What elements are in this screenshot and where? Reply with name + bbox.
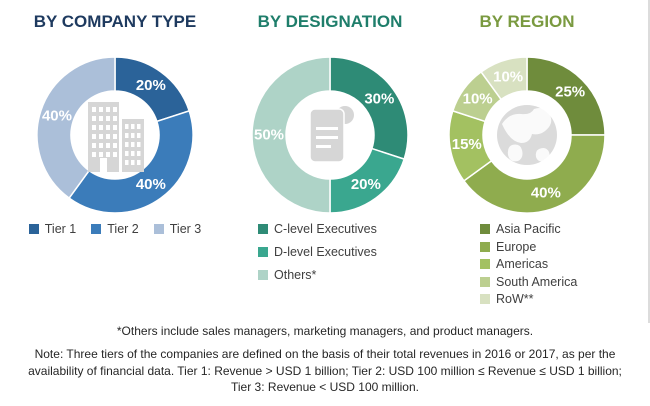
legend-label: RoW** bbox=[496, 292, 534, 306]
donut-company-type: 20% 40% 40% bbox=[36, 56, 194, 214]
legend-designation: C-level Executives D-level Executives Othe… bbox=[230, 222, 430, 291]
legend-item-d-level-executives: D-level Executives bbox=[258, 245, 430, 259]
legend-swatch bbox=[153, 224, 164, 234]
legend-swatch bbox=[480, 259, 490, 269]
building-icon bbox=[88, 102, 144, 172]
segment-percent-label: 10% bbox=[493, 68, 523, 85]
segment-percent-label: 10% bbox=[463, 91, 493, 108]
segment-percent-label: 30% bbox=[364, 91, 394, 108]
legend-swatch bbox=[480, 224, 490, 234]
legend-label: South America bbox=[496, 274, 578, 289]
legend-swatch bbox=[258, 224, 268, 234]
donut-segment-others bbox=[251, 56, 331, 214]
chart-by-designation: BY DESIGNATION 30% 20% 50% C-level Executi… bbox=[230, 0, 430, 320]
legend-item-c-level-executives: C-level Executives bbox=[258, 222, 430, 236]
donut-segment-europe bbox=[462, 134, 606, 214]
legend-item-americas: Americas bbox=[480, 257, 629, 271]
segment-percent-label: 25% bbox=[555, 83, 585, 100]
legend-label: C-level Executives bbox=[274, 222, 377, 236]
legend-label: Europe bbox=[496, 239, 537, 254]
legend-item-tier-2: Tier 2 bbox=[91, 222, 139, 236]
legend-region: Asia Pacific Europe Americas South America R… bbox=[425, 222, 629, 310]
legend-item-tier-1: Tier 1 bbox=[28, 222, 77, 236]
legend-label: Asia Pacific bbox=[496, 222, 561, 236]
chart-title-designation: BY DESIGNATION bbox=[257, 12, 403, 31]
globe-icon bbox=[497, 105, 557, 165]
legend-label: Tier 2 bbox=[107, 222, 139, 236]
legend-label: Tier 3 bbox=[169, 222, 202, 236]
legend-label: Tier 1 bbox=[44, 222, 77, 236]
donut-designation: 30% 20% 50% bbox=[251, 56, 409, 214]
legend-company-type: Tier 1 Tier 2 Tier 3 bbox=[15, 222, 215, 236]
legend-item-asia-pacific: Asia Pacific bbox=[480, 222, 629, 236]
donut-segment-tier-3 bbox=[36, 56, 116, 200]
legend-item-europe: Europe bbox=[480, 240, 629, 254]
donut-segment-row bbox=[480, 56, 528, 101]
legend-label: D-level Executives bbox=[274, 245, 377, 259]
legend-swatch bbox=[258, 247, 268, 257]
chart-title-region: BY REGION bbox=[479, 12, 575, 31]
segment-percent-label: 20% bbox=[351, 176, 381, 193]
chart-by-company-type: BY COMPANY TYPE 20% 40% 40% Tier 1 Tier 2 Ti… bbox=[15, 0, 215, 320]
legend-swatch bbox=[480, 276, 490, 287]
donut-segment-tier-2 bbox=[68, 109, 194, 214]
legend-item-south-america: South America bbox=[480, 275, 629, 289]
document-icon bbox=[309, 106, 354, 163]
legend-swatch bbox=[28, 224, 39, 234]
donut-region: 25% 40% 15% 10%10% bbox=[448, 56, 606, 214]
footnote-note: Note: Three tiers of the companies are d… bbox=[28, 347, 622, 394]
legend-label: Others* bbox=[274, 268, 317, 282]
legend-item-row: RoW** bbox=[480, 292, 629, 306]
chart-by-region: BY REGION 25% 40% 15% 10% 10% Asia Pacific Eu… bbox=[425, 0, 629, 320]
segment-percent-label: 20% bbox=[136, 77, 166, 94]
legend-item-tier-3: Tier 3 bbox=[153, 222, 202, 236]
legend-swatch bbox=[480, 294, 490, 304]
footnote-others: *Others include sales managers, marketin… bbox=[116, 324, 534, 338]
legend-swatch bbox=[480, 241, 490, 252]
legend-label: Americas bbox=[496, 257, 549, 271]
segment-percent-label: 40% bbox=[136, 176, 166, 193]
right-edge-rule bbox=[648, 0, 650, 323]
legend-item-others: Others* bbox=[258, 268, 430, 282]
segment-percent-label: 15% bbox=[452, 136, 482, 153]
segment-percent-label: 40% bbox=[42, 108, 72, 125]
legend-swatch bbox=[91, 224, 102, 234]
chart-title-company-type: BY COMPANY TYPE bbox=[33, 12, 197, 31]
segment-percent-label: 50% bbox=[254, 127, 284, 144]
segment-percent-label: 40% bbox=[531, 185, 561, 202]
legend-swatch bbox=[258, 270, 268, 280]
